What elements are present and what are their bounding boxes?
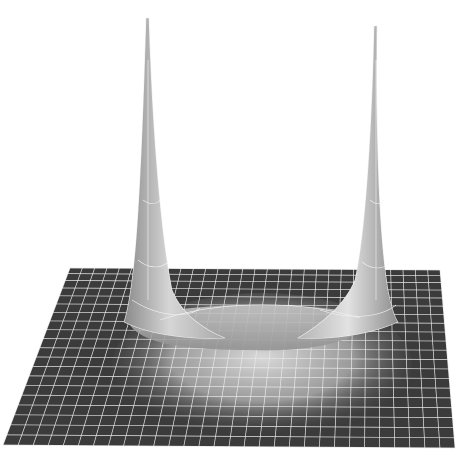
page: (() => { const svg = document.getElement… bbox=[0, 0, 457, 453]
surface-plot bbox=[0, 0, 457, 453]
